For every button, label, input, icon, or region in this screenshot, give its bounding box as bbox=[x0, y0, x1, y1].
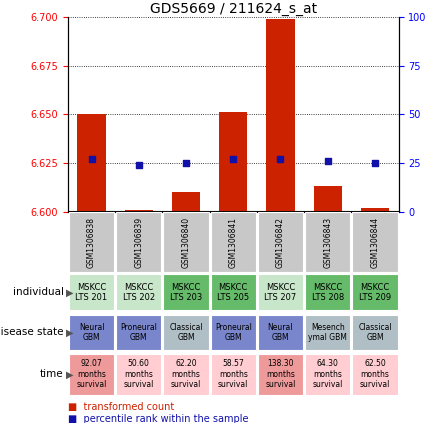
FancyBboxPatch shape bbox=[211, 354, 256, 395]
Text: GSM1306843: GSM1306843 bbox=[323, 217, 332, 268]
Point bbox=[135, 162, 142, 168]
FancyBboxPatch shape bbox=[69, 354, 114, 395]
FancyBboxPatch shape bbox=[352, 212, 398, 272]
Text: ▶: ▶ bbox=[66, 287, 73, 297]
Text: MSKCC
LTS 205: MSKCC LTS 205 bbox=[217, 283, 249, 302]
Title: GDS5669 / 211624_s_at: GDS5669 / 211624_s_at bbox=[150, 2, 317, 16]
Text: 62.20
months
survival: 62.20 months survival bbox=[171, 360, 201, 389]
Text: 50.60
months
survival: 50.60 months survival bbox=[124, 360, 154, 389]
Point bbox=[277, 156, 284, 162]
FancyBboxPatch shape bbox=[352, 275, 398, 310]
Text: Neural
GBM: Neural GBM bbox=[268, 323, 293, 342]
Text: disease state: disease state bbox=[0, 327, 64, 338]
Point bbox=[230, 156, 237, 162]
FancyBboxPatch shape bbox=[352, 315, 398, 350]
Text: GSM1306841: GSM1306841 bbox=[229, 217, 238, 268]
Bar bbox=[124, 209, 153, 212]
Text: Proneural
GBM: Proneural GBM bbox=[215, 323, 252, 342]
Text: individual: individual bbox=[13, 287, 64, 297]
FancyBboxPatch shape bbox=[116, 275, 162, 310]
FancyBboxPatch shape bbox=[69, 315, 114, 350]
Text: 58.57
months
survival: 58.57 months survival bbox=[218, 360, 248, 389]
FancyBboxPatch shape bbox=[116, 315, 162, 350]
Text: Proneural
GBM: Proneural GBM bbox=[120, 323, 157, 342]
Point bbox=[183, 159, 190, 166]
FancyBboxPatch shape bbox=[305, 212, 350, 272]
Text: GSM1306842: GSM1306842 bbox=[276, 217, 285, 268]
FancyBboxPatch shape bbox=[163, 212, 208, 272]
Text: MSKCC
LTS 207: MSKCC LTS 207 bbox=[265, 283, 297, 302]
FancyBboxPatch shape bbox=[352, 354, 398, 395]
Text: ■  percentile rank within the sample: ■ percentile rank within the sample bbox=[68, 414, 248, 423]
FancyBboxPatch shape bbox=[163, 315, 208, 350]
Bar bbox=[361, 208, 389, 212]
Point bbox=[324, 157, 331, 164]
FancyBboxPatch shape bbox=[258, 212, 303, 272]
FancyBboxPatch shape bbox=[258, 354, 303, 395]
FancyBboxPatch shape bbox=[305, 275, 350, 310]
Text: Classical
GBM: Classical GBM bbox=[358, 323, 392, 342]
Text: MSKCC
LTS 201: MSKCC LTS 201 bbox=[75, 283, 108, 302]
Text: ▶: ▶ bbox=[66, 369, 73, 379]
FancyBboxPatch shape bbox=[116, 212, 162, 272]
FancyBboxPatch shape bbox=[211, 212, 256, 272]
Text: 62.50
months
survival: 62.50 months survival bbox=[360, 360, 390, 389]
Text: 138.30
months
survival: 138.30 months survival bbox=[265, 360, 296, 389]
FancyBboxPatch shape bbox=[305, 354, 350, 395]
FancyBboxPatch shape bbox=[69, 212, 114, 272]
Text: MSKCC
LTS 208: MSKCC LTS 208 bbox=[311, 283, 344, 302]
FancyBboxPatch shape bbox=[211, 315, 256, 350]
Text: 64.30
months
survival: 64.30 months survival bbox=[313, 360, 343, 389]
Text: Classical
GBM: Classical GBM bbox=[169, 323, 203, 342]
Text: GSM1306840: GSM1306840 bbox=[181, 217, 191, 268]
Text: time: time bbox=[40, 369, 64, 379]
FancyBboxPatch shape bbox=[305, 315, 350, 350]
Text: MSKCC
LTS 203: MSKCC LTS 203 bbox=[170, 283, 202, 302]
Text: Mesench
ymal GBM: Mesench ymal GBM bbox=[308, 323, 347, 342]
Text: GSM1306839: GSM1306839 bbox=[134, 217, 143, 268]
Text: MSKCC
LTS 209: MSKCC LTS 209 bbox=[359, 283, 391, 302]
Text: GSM1306844: GSM1306844 bbox=[371, 217, 379, 268]
FancyBboxPatch shape bbox=[211, 275, 256, 310]
Bar bbox=[314, 186, 342, 212]
Text: GSM1306838: GSM1306838 bbox=[87, 217, 96, 268]
Bar bbox=[78, 114, 106, 212]
Point bbox=[371, 159, 378, 166]
Text: 92.07
months
survival: 92.07 months survival bbox=[76, 360, 107, 389]
Text: ■  transformed count: ■ transformed count bbox=[68, 402, 174, 412]
Point bbox=[88, 156, 95, 162]
Bar bbox=[266, 19, 295, 212]
FancyBboxPatch shape bbox=[163, 354, 208, 395]
FancyBboxPatch shape bbox=[69, 275, 114, 310]
FancyBboxPatch shape bbox=[258, 275, 303, 310]
Bar bbox=[172, 192, 200, 212]
Text: MSKCC
LTS 202: MSKCC LTS 202 bbox=[123, 283, 155, 302]
FancyBboxPatch shape bbox=[163, 275, 208, 310]
Text: ▶: ▶ bbox=[66, 327, 73, 338]
Text: Neural
GBM: Neural GBM bbox=[79, 323, 104, 342]
Bar bbox=[219, 112, 247, 212]
FancyBboxPatch shape bbox=[116, 354, 162, 395]
FancyBboxPatch shape bbox=[258, 315, 303, 350]
